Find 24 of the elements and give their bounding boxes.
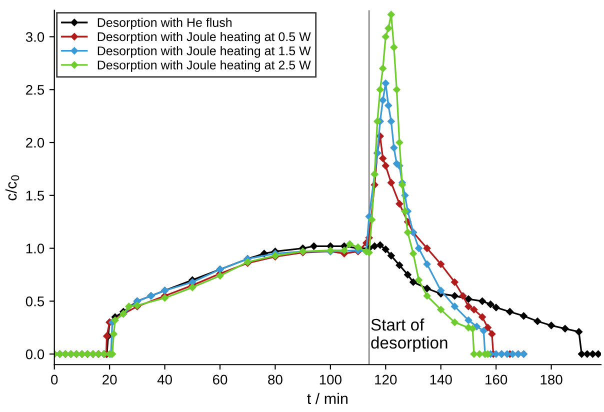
x-tick-label: 140	[430, 374, 452, 385]
y-tick-label: 1.5	[26, 190, 44, 201]
x-tick-label: 20	[102, 374, 117, 385]
x-tick-label: 60	[212, 374, 228, 385]
y-tick-label: 2.5	[26, 84, 44, 95]
ref-line-label: Start of desorption	[371, 318, 448, 352]
x-tick-label: 100	[320, 374, 342, 385]
legend-label: Desorption with Joule heating at 2.5 W	[98, 60, 311, 72]
legend-label: Desorption with He flush	[98, 18, 232, 30]
y-axis-title: c/c$_{0}$	[5, 175, 20, 200]
x-tick-label: 120	[375, 374, 397, 385]
y-tick-label: 3.0	[26, 32, 44, 42]
x-axis-title: t / min	[307, 392, 348, 404]
y-tick-label: 0.5	[26, 296, 44, 306]
legend-label: Desorption with Joule heating at 0.5 W	[98, 32, 311, 44]
legend-label: Desorption with Joule heating at 1.5 W	[98, 46, 311, 58]
x-tick-label: 180	[540, 374, 562, 385]
x-tick-label: 40	[157, 374, 172, 385]
y-tick-label: 0.0	[26, 349, 44, 360]
x-tick-label: 0	[51, 374, 58, 385]
y-tick-label: 2.0	[26, 138, 44, 148]
y-tick-label: 1.0	[26, 244, 44, 254]
x-tick-label: 80	[268, 374, 282, 385]
x-tick-label: 160	[486, 374, 508, 385]
